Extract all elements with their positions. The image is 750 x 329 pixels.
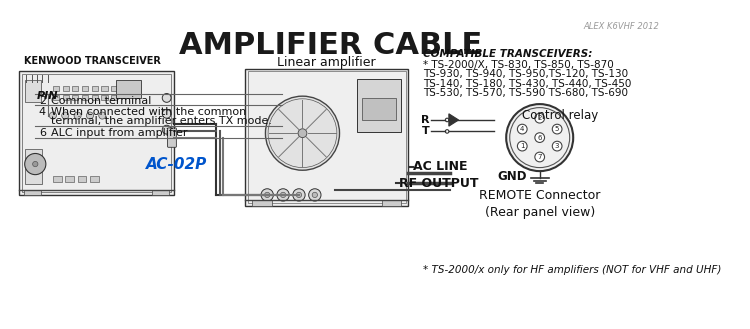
FancyBboxPatch shape [111, 95, 117, 100]
FancyBboxPatch shape [248, 71, 406, 203]
FancyBboxPatch shape [25, 149, 42, 184]
FancyBboxPatch shape [92, 95, 98, 100]
Circle shape [312, 192, 317, 198]
FancyBboxPatch shape [20, 71, 174, 195]
Text: 4: 4 [520, 126, 524, 132]
Polygon shape [448, 114, 458, 126]
FancyBboxPatch shape [362, 98, 396, 120]
FancyBboxPatch shape [152, 190, 170, 195]
Circle shape [261, 189, 274, 201]
Text: COMPATIBLE TRANSCEIVERS:: COMPATIBLE TRANSCEIVERS: [423, 49, 592, 60]
Text: TS-530, TS-570, TS-590 TS-680, TS-690: TS-530, TS-570, TS-590 TS-680, TS-690 [423, 88, 628, 98]
Circle shape [518, 141, 527, 151]
Circle shape [535, 114, 544, 123]
Text: AC LINE: AC LINE [413, 160, 467, 173]
Circle shape [33, 162, 38, 167]
Text: Common terminal: Common terminal [51, 96, 152, 106]
Circle shape [535, 152, 544, 162]
FancyBboxPatch shape [252, 200, 272, 206]
Circle shape [266, 96, 340, 170]
FancyBboxPatch shape [90, 176, 99, 182]
Circle shape [506, 104, 573, 171]
Text: TS-930, TS-940, TS-950,TS-120, TS-130: TS-930, TS-940, TS-950,TS-120, TS-130 [423, 69, 628, 79]
FancyBboxPatch shape [101, 87, 107, 91]
Text: 2: 2 [538, 115, 542, 121]
Circle shape [552, 124, 562, 134]
Text: 1: 1 [520, 143, 524, 149]
Circle shape [309, 189, 321, 201]
Circle shape [446, 118, 448, 122]
Circle shape [518, 124, 527, 134]
FancyBboxPatch shape [24, 190, 41, 195]
Circle shape [280, 192, 286, 198]
FancyBboxPatch shape [167, 128, 176, 147]
Circle shape [535, 133, 544, 142]
Text: When connected with the common: When connected with the common [51, 107, 247, 117]
Text: 6: 6 [538, 135, 542, 140]
FancyBboxPatch shape [111, 87, 117, 91]
Text: 7: 7 [538, 154, 542, 160]
FancyBboxPatch shape [62, 95, 69, 100]
Text: Linear amplifier: Linear amplifier [277, 56, 376, 68]
Circle shape [74, 112, 81, 119]
Circle shape [292, 189, 305, 201]
FancyBboxPatch shape [357, 79, 401, 132]
Circle shape [296, 192, 302, 198]
Circle shape [99, 112, 106, 119]
Text: 2: 2 [39, 96, 46, 106]
Circle shape [162, 93, 171, 102]
FancyBboxPatch shape [72, 95, 79, 100]
FancyBboxPatch shape [53, 95, 59, 100]
Circle shape [162, 109, 171, 118]
FancyBboxPatch shape [116, 80, 141, 98]
Text: * TS-2000/x only for HF amplifiers (NOT for VHF and UHF): * TS-2000/x only for HF amplifiers (NOT … [423, 266, 722, 275]
FancyBboxPatch shape [101, 95, 107, 100]
Text: R: R [421, 115, 430, 125]
Text: 3: 3 [555, 143, 560, 149]
Circle shape [265, 192, 270, 198]
Text: TS-140, TS-180, TS-430, TS-440, TS-450: TS-140, TS-180, TS-430, TS-440, TS-450 [423, 79, 632, 89]
Text: REMOTE Connector
(Rear panel view): REMOTE Connector (Rear panel view) [479, 189, 601, 219]
FancyBboxPatch shape [382, 200, 401, 206]
FancyBboxPatch shape [245, 69, 408, 206]
Text: ALEX K6VHF 2012: ALEX K6VHF 2012 [584, 22, 660, 31]
Circle shape [277, 189, 290, 201]
FancyBboxPatch shape [72, 87, 79, 91]
Text: ALC input from amplifier: ALC input from amplifier [51, 128, 188, 138]
Text: RF OUTPUT: RF OUTPUT [400, 177, 479, 190]
Circle shape [552, 141, 562, 151]
Text: AC-02P: AC-02P [146, 157, 207, 171]
FancyBboxPatch shape [53, 87, 59, 91]
Text: Control relay: Control relay [522, 109, 598, 121]
FancyBboxPatch shape [77, 176, 86, 182]
FancyBboxPatch shape [22, 74, 171, 192]
FancyBboxPatch shape [65, 176, 74, 182]
Circle shape [298, 129, 307, 138]
FancyBboxPatch shape [25, 80, 40, 102]
Circle shape [86, 112, 94, 119]
FancyBboxPatch shape [82, 87, 88, 91]
Text: 5: 5 [555, 126, 560, 132]
Circle shape [510, 108, 570, 167]
Text: AMPLIFIER CABLE: AMPLIFIER CABLE [179, 31, 482, 60]
Circle shape [268, 99, 337, 167]
Text: terminal, the amplifier enters TX mode.: terminal, the amplifier enters TX mode. [51, 115, 272, 126]
Circle shape [62, 112, 69, 119]
Text: T: T [422, 126, 430, 137]
Circle shape [25, 153, 46, 175]
Text: PIN: PIN [37, 91, 58, 101]
Circle shape [50, 112, 56, 119]
FancyBboxPatch shape [82, 95, 88, 100]
Text: 6: 6 [39, 128, 46, 138]
Text: * TS-2000/X, TS-830, TS-850, TS-870: * TS-2000/X, TS-830, TS-850, TS-870 [423, 60, 614, 70]
Text: KENWOOD TRANSCEIVER: KENWOOD TRANSCEIVER [24, 56, 161, 65]
Circle shape [446, 130, 448, 133]
FancyBboxPatch shape [92, 87, 98, 91]
FancyBboxPatch shape [62, 87, 69, 91]
Text: GND: GND [497, 170, 526, 183]
FancyBboxPatch shape [53, 176, 62, 182]
Circle shape [162, 125, 171, 134]
Text: 4: 4 [39, 107, 46, 117]
